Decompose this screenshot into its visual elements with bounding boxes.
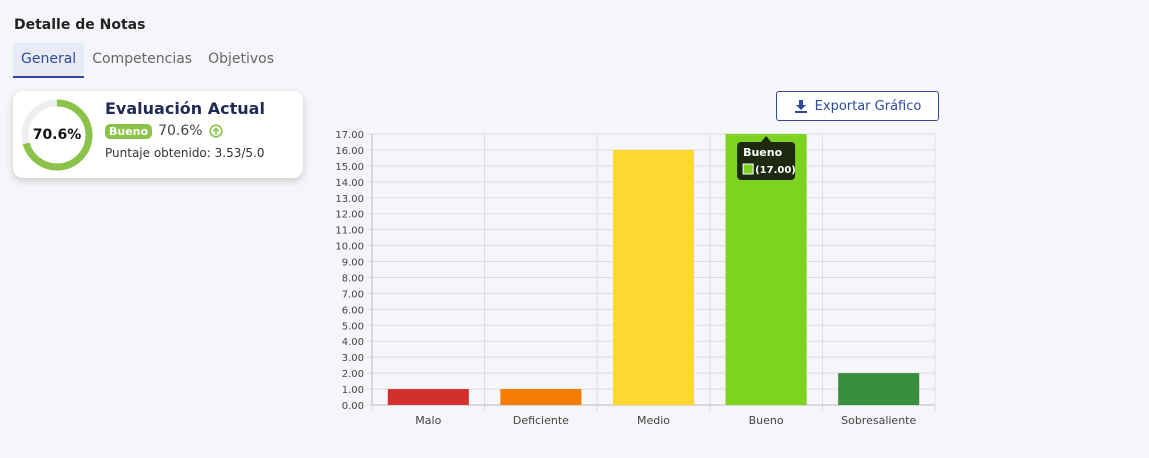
page-title: Detalle de Notas <box>14 17 146 33</box>
tab-general[interactable]: General <box>13 43 85 78</box>
evaluation-percent: 70.6% <box>158 123 203 139</box>
bar-medio <box>612 149 695 405</box>
y-tick-label: 15.00 <box>335 162 364 173</box>
donut-percent-label: 70.6% <box>32 127 82 143</box>
y-tick-label: 16.00 <box>335 146 364 157</box>
y-tick-label: 6.00 <box>342 305 364 316</box>
x-tick-label: Bueno <box>749 414 784 427</box>
export-chart-button[interactable]: Exportar Gráfico <box>776 91 939 121</box>
y-tick-label: 5.00 <box>342 321 364 332</box>
x-tick-label: Sobresaliente <box>841 414 916 427</box>
bar-deficiente <box>500 389 582 405</box>
y-tick-label: 7.00 <box>342 289 364 300</box>
tab-competencias[interactable]: Competencias <box>92 51 193 67</box>
y-tick-label: 3.00 <box>342 353 364 364</box>
y-tick-label: 1.00 <box>342 385 364 396</box>
bar-sobresaliente <box>838 373 920 405</box>
evaluation-summary-card: 70.6% Evaluación Actual Bueno 70.6% Punt… <box>13 91 303 178</box>
tab-bar: General Competencias Objetivos <box>13 43 282 78</box>
tooltip-pointer <box>761 136 772 142</box>
x-tick-label: Malo <box>415 414 441 427</box>
y-tick-label: 9.00 <box>342 258 364 269</box>
y-tick-label: 0.00 <box>342 401 364 412</box>
y-tick-label: 2.00 <box>342 369 364 380</box>
y-tick-label: 10.00 <box>335 242 364 253</box>
tooltip-swatch <box>742 163 754 175</box>
grades-bar-chart: 0.00 1.00 2.00 3.00 4.00 5.00 6.00 7.00 8.00 9.00… <box>335 130 936 427</box>
y-tick-label: 8.00 <box>342 273 364 284</box>
donut-progress-arc <box>21 99 93 171</box>
score-donut <box>21 99 93 171</box>
x-tick-label: Medio <box>637 414 670 427</box>
evaluation-title: Evaluación Actual <box>105 99 265 118</box>
arrow-up-circle-icon <box>208 124 223 138</box>
bar-malo <box>387 389 469 405</box>
y-tick-label: 13.00 <box>335 194 364 205</box>
tab-objetivos[interactable]: Objetivos <box>208 51 275 67</box>
x-tick-label: Deficiente <box>513 414 569 427</box>
y-tick-label: 11.00 <box>335 226 364 237</box>
export-chart-label: Exportar Gráfico <box>814 98 922 114</box>
status-badge: Bueno <box>105 123 153 139</box>
download-icon <box>794 100 807 113</box>
tooltip-value: (17.00) <box>755 165 796 176</box>
y-tick-label: 14.00 <box>335 178 364 189</box>
evaluation-status-row: Bueno 70.6% <box>105 123 223 139</box>
y-tick-label: 17.00 <box>335 130 364 141</box>
y-tick-label: 12.00 <box>335 210 364 221</box>
y-tick-label: 4.00 <box>342 337 364 348</box>
tooltip-title: Bueno <box>743 146 783 159</box>
score-obtained: Puntaje obtenido: 3.53/5.0 <box>105 146 265 160</box>
